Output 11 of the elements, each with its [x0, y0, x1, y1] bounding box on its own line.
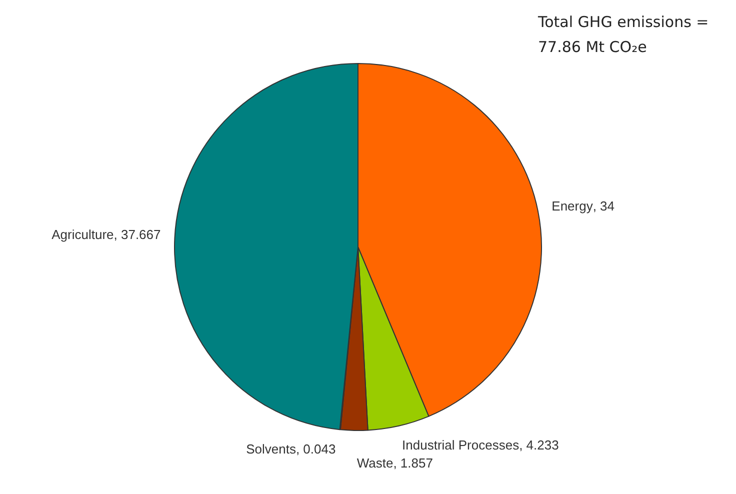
data-label: , 1.857: [393, 456, 433, 471]
slice-label: Industrial Processes: [402, 438, 520, 453]
slice-label: Solvents: [246, 442, 296, 457]
data-label: , 34: [592, 198, 615, 214]
text: Total GHG emissions = 77.86 Mt CO₂e: [538, 12, 710, 58]
slice-label: Waste: [356, 456, 394, 471]
slice-label: Agriculture: [52, 227, 114, 242]
slice-label: Energy: [552, 198, 594, 214]
data-label: , 37.667: [114, 227, 161, 242]
data-label: , 0.043: [296, 442, 336, 457]
data-label: , 4.233: [519, 438, 559, 453]
